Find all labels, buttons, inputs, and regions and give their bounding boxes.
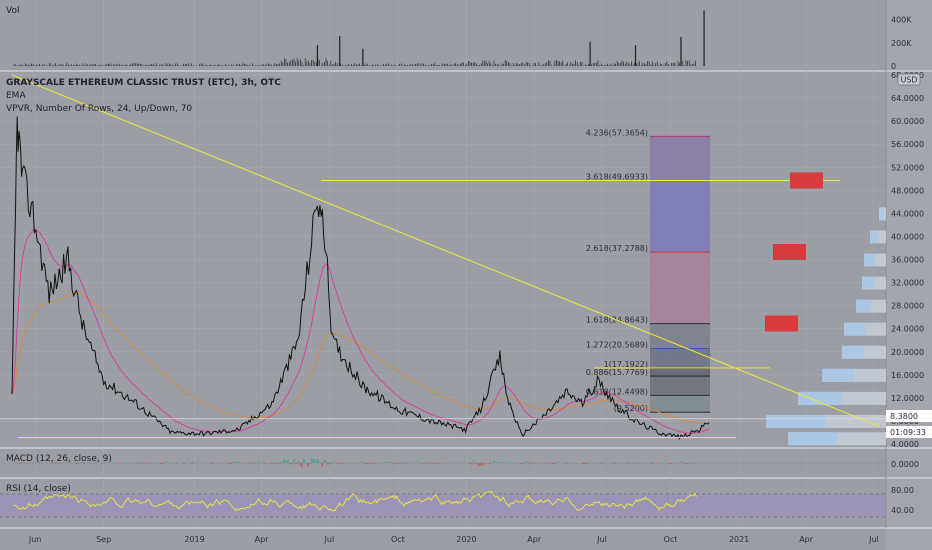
price-target-box[interactable] [765, 315, 798, 332]
volume-tick-label: 400K [891, 16, 912, 25]
time-tick-label: 2019 [184, 535, 204, 544]
time-tick-label: Apr [799, 535, 814, 544]
fib-level-label: 4.236(57.3654) [586, 128, 648, 137]
countdown-value: 01:09:33 [890, 428, 926, 437]
fib-level-label: 0.886(15.7769) [586, 368, 648, 377]
price-tick-label: 36.0000 [891, 256, 924, 265]
price-tick-label: 60.0000 [891, 117, 924, 126]
rsi-tick-80: 80.00 [891, 486, 914, 495]
price-scale-background [886, 0, 932, 550]
vpvr-row-up [766, 414, 826, 428]
vpvr-row-up [842, 345, 864, 359]
volume-title: Vol [6, 6, 19, 16]
fib-level-label: 0.618(12.4498) [586, 387, 648, 396]
volume-axis: 400K 200K 0 [891, 16, 912, 71]
fib-zone-band [650, 252, 710, 324]
fib-level-label: 1(17.1922) [604, 360, 648, 369]
fib-zone-band [650, 395, 710, 413]
rsi-band [0, 494, 886, 517]
macd-indicator [0, 458, 886, 467]
vpvr-row-up [864, 253, 875, 267]
price-tick-label: 24.0000 [891, 325, 924, 334]
vpvr-row-up [788, 432, 837, 446]
time-tick-label: Jul [868, 535, 879, 544]
rsi-path [14, 491, 697, 512]
price-tick-label: 16.0000 [891, 371, 924, 380]
fib-zone-band [650, 348, 710, 368]
fibonacci-extension[interactable]: 4.236(57.3654) 3.618(49.6933) 2.618(37.278… [586, 128, 710, 413]
fib-level-label: 1.272(20.5689) [586, 340, 648, 349]
indicator-ema-label[interactable]: EMA [6, 91, 26, 101]
rsi-tick-40: 40.00 [891, 506, 914, 515]
time-tick-label: Sep [96, 535, 111, 544]
currency-label: USD [900, 76, 917, 85]
fib-zone-band [650, 136, 710, 181]
rsi-title[interactable]: RSI (14, close) [6, 484, 71, 494]
time-tick-label: Jun [28, 535, 42, 544]
price-chart-title: GRAYSCALE ETHEREUM CLASSIC TRUST (ETC), … [6, 78, 281, 88]
price-tick-label: 64.0000 [891, 94, 924, 103]
vpvr-row-up [822, 368, 854, 382]
time-tick-label: 2020 [456, 535, 476, 544]
last-price-value: 8.3800 [890, 412, 918, 421]
countdown-tag [886, 426, 932, 438]
volume-tick-label: 0 [891, 62, 896, 71]
time-tick-label: Jul [596, 535, 607, 544]
price-tick-label: 4.0000 [891, 440, 919, 449]
time-tick-label: Oct [391, 535, 405, 544]
fib-zone-band [650, 180, 710, 253]
volume-profile [766, 207, 886, 446]
vpvr-row-up [862, 276, 874, 290]
rsi-line [14, 491, 697, 512]
price-tick-label: 28.0000 [891, 302, 924, 311]
indicator-vpvr-label[interactable]: VPVR, Number Of Rows, 24, Up/Down, 70 [6, 104, 192, 114]
price-tick-label: 48.0000 [891, 186, 924, 195]
price-target-box[interactable] [773, 244, 806, 261]
fib-level-label: 2.618(37.2788) [586, 244, 648, 253]
vpvr-row-up [870, 230, 878, 244]
currency-badge[interactable] [897, 73, 921, 86]
time-axis[interactable]: Jun Sep 2019 Apr Jul Oct 2020 Apr Jul Oct 2021 Apr J… [28, 535, 879, 544]
price-tick-label: 20.0000 [891, 348, 924, 357]
fib-zone-band [650, 323, 710, 349]
trendlines[interactable] [0, 74, 886, 439]
vpvr-row-up [879, 207, 883, 221]
price-tick-label: 44.0000 [891, 209, 924, 218]
volume-tick-label: 200K [891, 39, 912, 48]
price-line [11, 116, 710, 441]
price-tick-label: 32.0000 [891, 279, 924, 288]
fib-zone-band [650, 376, 710, 396]
ema-fast-line [11, 229, 710, 434]
price-series [11, 116, 710, 441]
macd-title[interactable]: MACD (12, 26, close, 9) [6, 454, 112, 464]
grid-lines [0, 0, 886, 528]
time-tick-label: Apr [527, 535, 542, 544]
target-boxes[interactable] [765, 172, 823, 332]
time-tick-label: 2021 [729, 535, 749, 544]
fib-zone-band [650, 367, 710, 377]
price-tick-label: 52.0000 [891, 163, 924, 172]
price-target-box[interactable] [790, 172, 823, 189]
macd-tick: 0.0000 [891, 460, 919, 469]
time-tick-label: Jul [324, 535, 335, 544]
vpvr-row-up [856, 299, 871, 313]
time-tick-label: Apr [255, 535, 270, 544]
price-tick-label: 56.0000 [891, 140, 924, 149]
price-axis: 68.000064.000060.000056.000052.000048.00… [891, 71, 924, 449]
vpvr-row-up [844, 322, 865, 336]
fib-level-label: (9.5200) [614, 404, 648, 413]
last-price-tag [886, 410, 932, 422]
volume-bars [13, 10, 705, 66]
ema-lines [11, 229, 710, 434]
price-tick-label: 40.0000 [891, 232, 924, 241]
time-tick-label: Oct [664, 535, 678, 544]
fib-level-label: 3.618(49.6933) [586, 173, 648, 182]
ema-slow-line [11, 292, 710, 424]
price-tick-label: 12.0000 [891, 394, 924, 403]
vpvr-row-up [798, 391, 842, 405]
